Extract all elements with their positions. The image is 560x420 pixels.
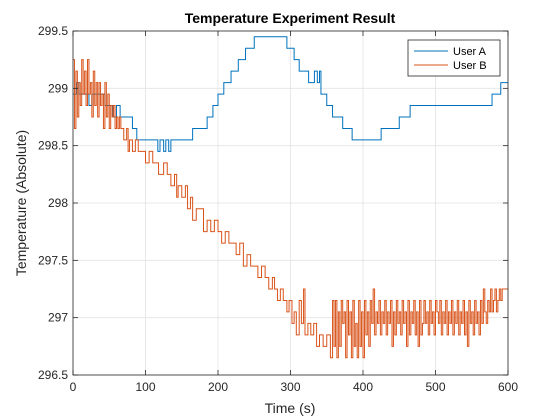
y-tick-label: 299: [48, 81, 68, 95]
legend-label: User B: [453, 60, 487, 72]
y-tick-label: 298: [48, 196, 68, 210]
y-tick-label: 296.5: [38, 368, 68, 382]
y-axis-label: Temperature (Absolute): [13, 130, 29, 276]
x-tick-label: 0: [70, 380, 77, 394]
x-tick-label: 400: [353, 380, 373, 394]
y-tick-label: 297: [48, 311, 68, 325]
y-tick-label: 299.5: [38, 24, 68, 38]
legend: User A User B: [407, 39, 501, 77]
chart-title: Temperature Experiment Result: [185, 10, 396, 26]
series-line-b: [73, 59, 508, 359]
x-tick-label: 500: [425, 380, 445, 394]
ticks: 0 100 200 300 400 500 600 296.5 297 297.5 298 298.5…: [38, 24, 518, 394]
x-tick-label: 300: [280, 380, 300, 394]
y-tick-label: 298.5: [38, 139, 68, 153]
x-tick-label: 100: [135, 380, 155, 394]
legend-label: User A: [453, 46, 487, 58]
x-tick-label: 200: [208, 380, 228, 394]
y-tick-label: 297.5: [38, 253, 68, 267]
series-line-a: [73, 36, 508, 152]
x-axis-label: Time (s): [265, 400, 316, 416]
x-tick-label: 600: [498, 380, 518, 394]
plot-area: [73, 36, 508, 359]
legend-box: [407, 39, 501, 77]
